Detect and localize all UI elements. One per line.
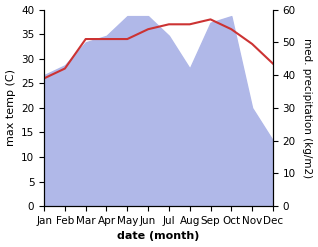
X-axis label: date (month): date (month)	[117, 231, 200, 242]
Y-axis label: max temp (C): max temp (C)	[5, 69, 16, 146]
Y-axis label: med. precipitation (kg/m2): med. precipitation (kg/m2)	[302, 38, 313, 178]
